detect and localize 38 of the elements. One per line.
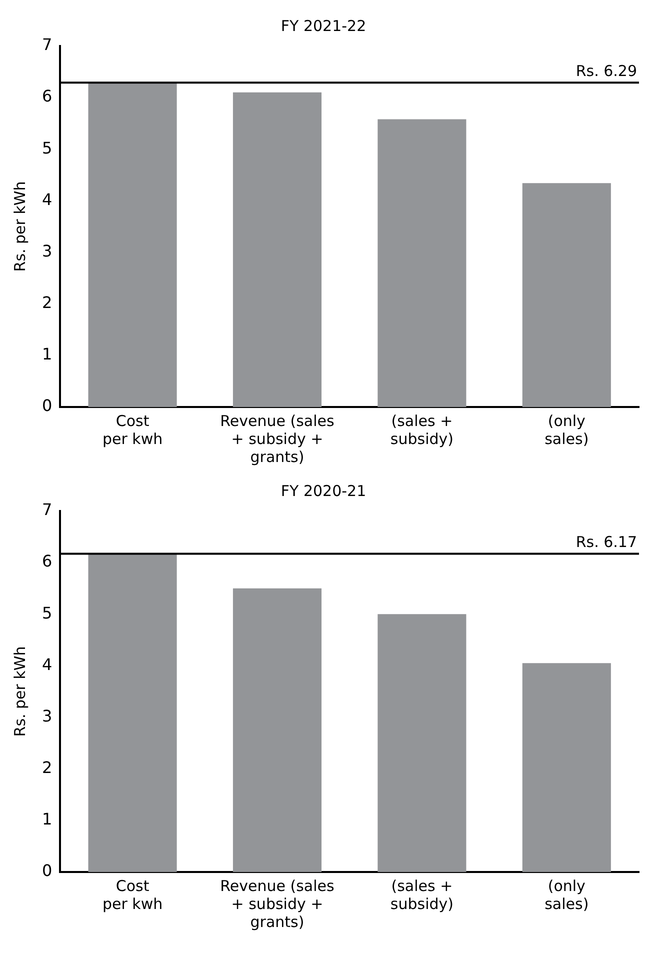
y-tick-label: 5 xyxy=(42,138,52,158)
x-tick-label: Revenue (sales + subsidy + grants) xyxy=(220,412,334,466)
y-axis-title: Rs. per kWh xyxy=(10,181,29,272)
bar xyxy=(522,183,611,407)
chart-title: FY 2020-21 xyxy=(280,482,366,500)
bar xyxy=(378,119,466,407)
bar xyxy=(232,92,322,407)
x-tick-label: Revenue (sales + subsidy + grants) xyxy=(220,876,334,931)
bar xyxy=(522,663,611,872)
x-tick-label: (sales + subsidy) xyxy=(390,876,454,913)
y-tick-label: 6 xyxy=(42,552,52,571)
bar xyxy=(88,82,177,407)
y-tick-label: 3 xyxy=(42,706,52,726)
y-tick-label: 7 xyxy=(42,35,52,54)
y-tick-label: 6 xyxy=(42,86,52,106)
y-tick-label: 1 xyxy=(42,344,52,364)
y-tick-label: 7 xyxy=(42,500,52,520)
bar xyxy=(232,588,322,872)
x-tick-label: Cost per kwh xyxy=(102,876,163,913)
y-tick-label: 3 xyxy=(42,241,52,260)
y-tick-label: 0 xyxy=(42,861,52,880)
ref-line-label: Rs. 6.29 xyxy=(576,62,637,80)
bar xyxy=(378,614,466,872)
x-tick-label: (only sales) xyxy=(544,412,589,448)
x-tick-label: Cost per kwh xyxy=(102,412,163,448)
y-axis-title: Rs. per kWh xyxy=(10,646,29,737)
y-tick-label: 1 xyxy=(42,810,52,829)
y-tick-label: 4 xyxy=(42,190,52,209)
ref-line-label: Rs. 6.17 xyxy=(576,533,637,552)
bar xyxy=(88,554,177,872)
x-tick-label: (sales + subsidy) xyxy=(390,412,454,448)
y-tick-label: 2 xyxy=(42,293,52,312)
y-tick-label: 5 xyxy=(42,603,52,622)
y-tick-label: 2 xyxy=(42,758,52,778)
y-tick-label: 0 xyxy=(42,396,52,416)
x-tick-label: (only sales) xyxy=(544,876,589,913)
chart-title: FY 2021-22 xyxy=(280,16,366,35)
y-tick-label: 4 xyxy=(42,654,52,674)
